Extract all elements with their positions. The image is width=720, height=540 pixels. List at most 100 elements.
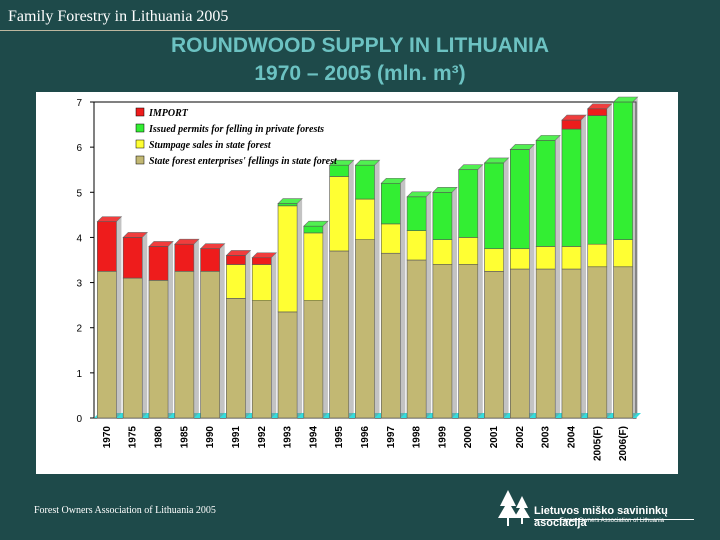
legend-swatch: [135, 123, 145, 133]
x-tick-label: 1970: [102, 426, 113, 449]
x-tick-label: 1992: [257, 426, 268, 449]
bar-side: [581, 115, 587, 419]
bar-side: [606, 103, 612, 419]
bar-segment: [226, 298, 246, 419]
bar-segment: [613, 101, 633, 240]
bar-segment: [355, 198, 375, 240]
bar-side: [297, 198, 303, 418]
bar-segment: [277, 311, 298, 419]
x-tick-label: 1994: [308, 426, 319, 449]
bar-side: [116, 216, 122, 418]
bar-segment: [432, 264, 453, 419]
bar-segment: [174, 243, 195, 272]
bar-segment: [355, 239, 375, 419]
bar-segment: [251, 257, 272, 265]
bar-side: [271, 252, 277, 418]
bar-segment: [380, 223, 401, 254]
bar-segment: [561, 119, 582, 130]
bar-segment: [484, 248, 504, 272]
x-tick-label: 1999: [437, 426, 448, 449]
bar-segment: [561, 246, 582, 270]
bar-segment: [226, 255, 246, 265]
bar-side: [348, 160, 354, 418]
bar-segment: [587, 108, 608, 116]
bar-segment: [561, 268, 582, 419]
bar-side: [451, 187, 457, 418]
x-tick-label: 1993: [283, 426, 294, 449]
bar-segment: [510, 268, 530, 419]
bar-segment: [200, 270, 220, 419]
footer-text: Forest Owners Association of Lithuania 2…: [34, 505, 216, 516]
x-tick-label: 2001: [489, 426, 500, 449]
x-tick-label: 2005(F): [592, 426, 603, 461]
bar-segment: [277, 205, 298, 313]
x-tick-label: 2006(F): [618, 426, 629, 461]
bar-segment: [458, 169, 479, 238]
bar-side: [477, 164, 483, 418]
x-tick-label: 1975: [128, 426, 139, 449]
bar-segment: [535, 246, 556, 270]
y-tick-label: 1: [76, 369, 82, 380]
bar-segment: [122, 237, 143, 279]
header-text: Family Forestry in Lithuania 2005: [8, 8, 229, 25]
bar-side: [193, 239, 199, 418]
x-tick-label: 1985: [179, 426, 190, 449]
bar-segment: [484, 270, 504, 419]
chart-title-line2: 1970 – 2005 (mln. m³): [254, 62, 466, 85]
bar-segment: [97, 221, 117, 272]
legend-label: State forest enterprises' fellings in st…: [149, 156, 338, 167]
bar-side: [142, 232, 148, 418]
trees-logo-icon: [498, 490, 530, 526]
bar-top: [432, 186, 458, 193]
chart-area: 0 1 2 3 4 5 6 7 1970 1975 1980 1985 1990 1991 1992 1993…: [36, 92, 678, 474]
bar-segment: [277, 203, 298, 207]
bar-segment: [587, 243, 608, 268]
legend-swatch: [135, 107, 145, 117]
bar-segment: [432, 239, 453, 265]
bar-side: [219, 243, 225, 418]
x-tick-label: 2000: [463, 426, 474, 449]
bar-segment: [303, 232, 324, 301]
bar-side: [555, 135, 561, 418]
bar-side: [168, 241, 174, 418]
bar-segment: [329, 250, 350, 419]
bar-segment: [355, 164, 375, 200]
x-tick-label: 2004: [566, 426, 577, 449]
bar-segment: [97, 270, 117, 419]
bar-side: [529, 144, 535, 418]
bar-side: [426, 191, 432, 418]
legend-label: IMPORT: [148, 108, 189, 119]
bar-segment: [613, 266, 633, 419]
logo-name: Lietuvos miško savininkų asociacija: [534, 505, 668, 529]
bar-segment: [122, 277, 143, 419]
bar-segment: [380, 252, 401, 419]
bar-segment: [510, 149, 530, 250]
bar-segment: [458, 237, 479, 265]
y-tick-label: 3: [76, 279, 82, 290]
x-tick-label: 1998: [412, 426, 423, 449]
bar-segment: [613, 239, 633, 268]
bar-segment: [587, 266, 608, 419]
x-tick-label: 1980: [154, 426, 165, 449]
header-rule: [0, 30, 340, 31]
bar-segment: [587, 115, 608, 245]
logo-subtitle: Forest Owners Association of Lithuania: [560, 518, 665, 524]
legend-swatch: [135, 139, 145, 149]
bar-segment: [406, 196, 427, 231]
y-tick-label: 4: [76, 233, 82, 244]
logo-divider: [534, 519, 694, 520]
bar-segment: [561, 128, 582, 247]
bar-segment: [329, 176, 350, 252]
x-tick-label: 1995: [334, 426, 345, 449]
x-tick-label: 1991: [231, 426, 242, 449]
bar-segment: [226, 264, 246, 299]
bar-segment: [535, 268, 556, 419]
x-tick-label: 1996: [360, 426, 371, 449]
x-tick-label: 2002: [515, 426, 526, 449]
bar-segment: [406, 259, 427, 419]
chart-title-line1: ROUNDWOOD SUPPLY IN LITHUANIA: [170, 34, 550, 57]
bar-segment: [510, 248, 530, 270]
y-tick-label: 0: [76, 414, 82, 425]
legend-label: Stumpage sales in state forest: [149, 140, 272, 151]
bar-segment: [380, 182, 401, 225]
